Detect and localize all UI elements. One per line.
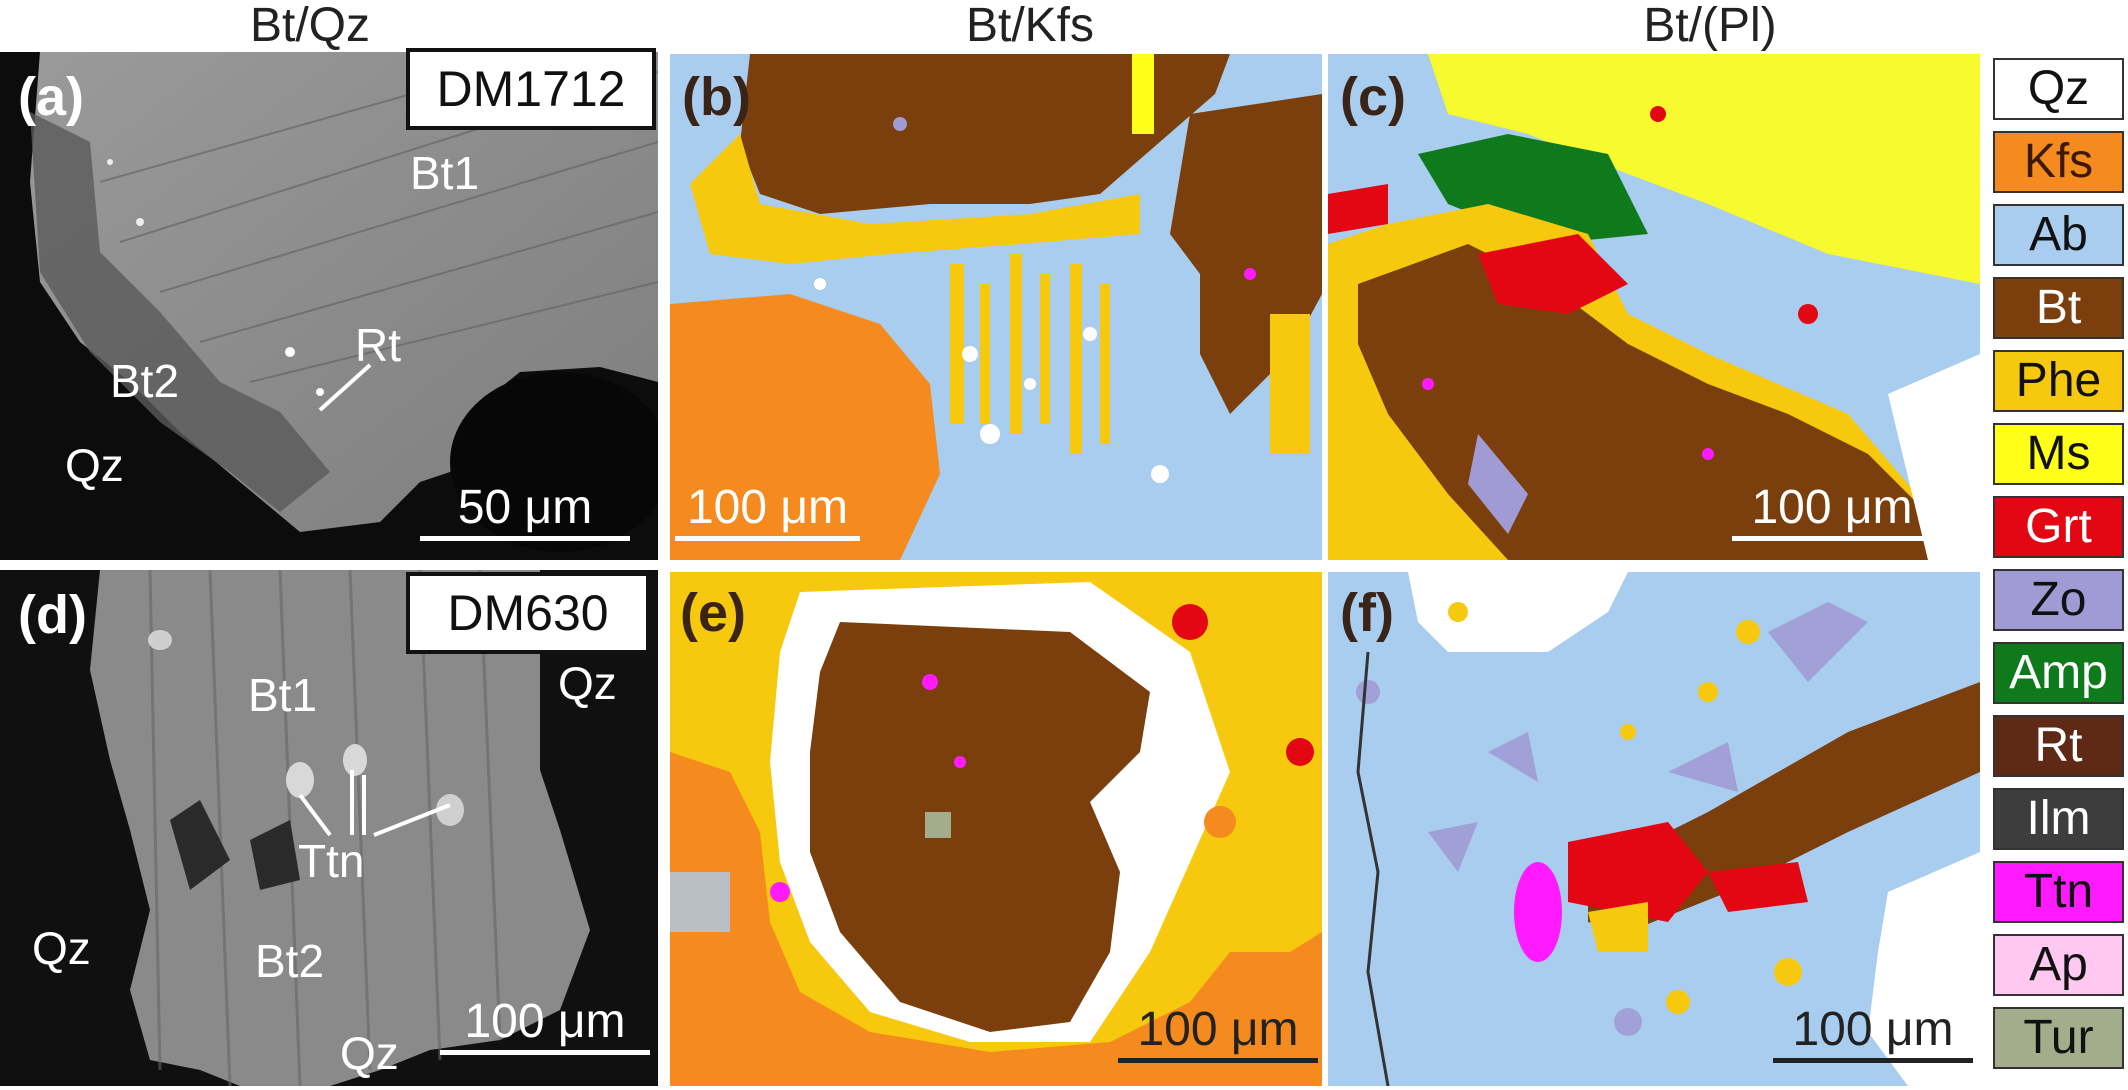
panel-b-graphic [670, 54, 1322, 560]
panel-a-label: (a) [18, 67, 84, 127]
panel-e-phase-map [670, 572, 1322, 1086]
panel-a-mineral-rt: Rt [355, 319, 401, 371]
legend-item-amp: Amp [1993, 642, 2124, 704]
panel-d-mineral-qz-right: Qz [558, 657, 617, 709]
legend-item-ab: Ab [1993, 204, 2124, 266]
legend-item-grt: Grt [1993, 496, 2124, 558]
panel-f-label: (f) [1340, 583, 1394, 643]
legend-item-kfs: Kfs [1993, 131, 2124, 193]
panel-d-mineral-bt1: Bt1 [248, 669, 318, 721]
panel-c-scale-bar: 100 μm [1732, 484, 1932, 541]
panel-b-phase-map [670, 54, 1322, 560]
column-title-bt-pl: Bt/(Pl) [1643, 0, 1777, 52]
panel-a-sample-id: DM1712 [406, 48, 656, 130]
legend-item-tur: Tur [1993, 1007, 2124, 1069]
panel-a-mineral-bt1: Bt1 [410, 147, 480, 199]
panel-a-mineral-bt2: Bt2 [110, 355, 180, 407]
panel-b-scale-bar: 100 μm [675, 484, 860, 541]
panel-a-rt-pointer [318, 363, 372, 412]
panel-e-graphic [670, 572, 1322, 1086]
panel-e-scale-bar: 100 μm [1118, 1006, 1318, 1063]
panel-e-scale-line [1118, 1058, 1318, 1063]
panel-a-scale-bar: 50 μm [420, 484, 630, 541]
panel-d-sample-id: DM630 [406, 572, 650, 654]
panel-a-bse-image [0, 52, 658, 560]
legend-item-qz: Qz [1993, 58, 2124, 120]
panel-c-graphic [1328, 54, 1980, 560]
panel-d-scale-line [440, 1050, 650, 1055]
panel-e-scale-text: 100 μm [1137, 1003, 1299, 1056]
column-title-bt-qz: Bt/Qz [249, 0, 371, 52]
column-title-bt-kfs: Bt/Kfs [965, 0, 1095, 52]
panel-f-phase-map [1328, 572, 1980, 1086]
legend-item-ap: Ap [1993, 934, 2124, 996]
panel-d-label: (d) [18, 585, 87, 645]
panel-b-scale-line [675, 536, 860, 541]
panel-f-scale-text: 100 μm [1792, 1003, 1954, 1056]
legend-item-phe: Phe [1993, 350, 2124, 412]
panel-b-scale-text: 100 μm [686, 481, 849, 534]
panel-f-scale-bar: 100 μm [1773, 1006, 1973, 1063]
panel-c-label: (c) [1340, 67, 1406, 127]
panel-c-scale-text: 100 μm [1751, 481, 1913, 534]
panel-e-label: (e) [680, 583, 746, 643]
legend-item-ilm: Ilm [1993, 788, 2124, 850]
panel-d-mineral-ttn: Ttn [298, 835, 365, 887]
panel-d-mineral-qz-bottom: Qz [340, 1027, 399, 1079]
legend-item-rt: Rt [1993, 715, 2124, 777]
panel-d-scale-bar: 100 μm [440, 998, 650, 1055]
panel-d-mineral-bt2: Bt2 [255, 935, 325, 987]
panel-b-label: (b) [682, 67, 751, 127]
panel-f-graphic [1356, 572, 1980, 1086]
legend-item-zo: Zo [1993, 569, 2124, 631]
legend-item-bt: Bt [1993, 277, 2124, 339]
legend-item-ttn: Ttn [1993, 861, 2124, 923]
legend-item-ms: Ms [1993, 423, 2124, 485]
panel-f-scale-line [1773, 1058, 1973, 1063]
panel-c-scale-line [1732, 536, 1932, 541]
panel-d-scale-text: 100 μm [464, 995, 626, 1048]
panel-a-scale-text: 50 μm [457, 481, 593, 534]
panel-c-phase-map [1328, 54, 1980, 560]
panel-a-scale-line [420, 536, 630, 541]
panel-d-mineral-qz-left: Qz [32, 922, 91, 974]
panel-d-ttn-pointers [298, 770, 451, 837]
panel-d-bse-image [0, 570, 658, 1086]
panel-a-mineral-qz: Qz [65, 439, 124, 491]
